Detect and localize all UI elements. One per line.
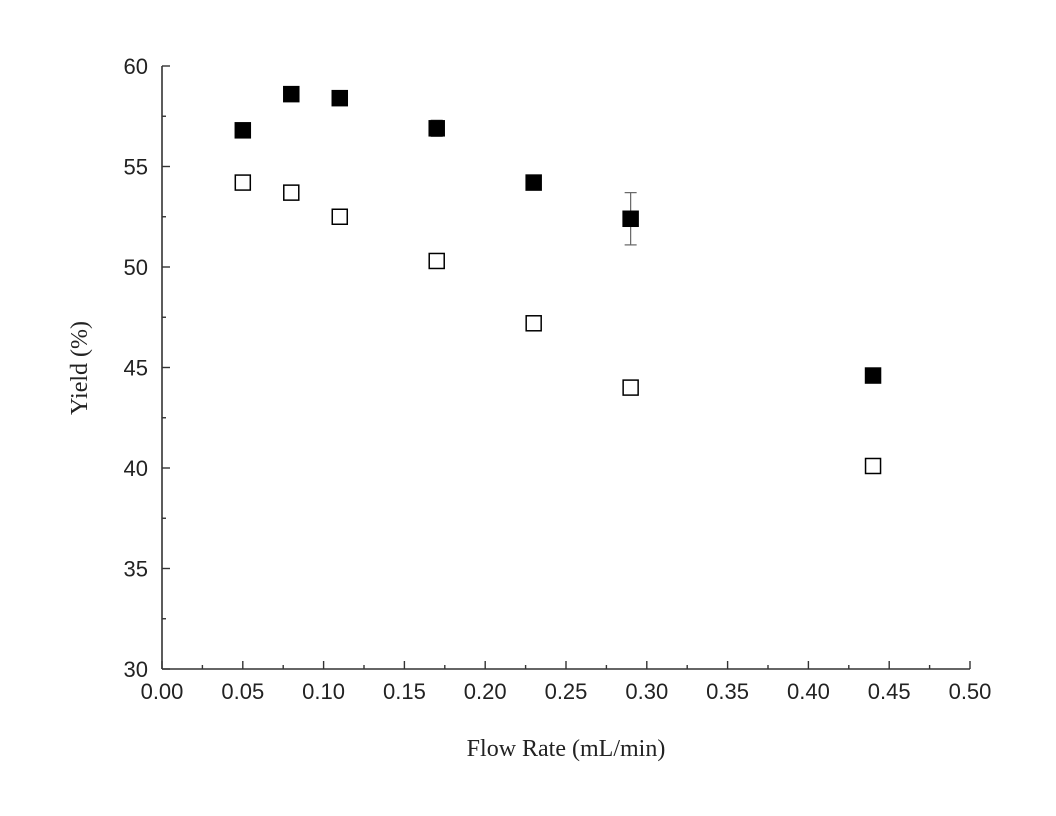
y-tick-label: 55 (124, 155, 148, 180)
filled-square-point (622, 210, 639, 228)
x-tick-label: 0.10 (302, 679, 345, 704)
x-ticks: 0.00 0.05 0.10 0.15 0.20 0.25 0.30 0.35 0.40 0.45… (141, 661, 992, 704)
error-bars (236, 89, 880, 381)
open-square-point (622, 379, 639, 396)
x-tick-label: 0.15 (383, 679, 426, 704)
x-tick-label: 0.50 (949, 679, 992, 704)
x-tick-label: 0.05 (221, 679, 264, 704)
x-tick-label: 0.35 (706, 679, 749, 704)
y-tick-label: 30 (124, 657, 148, 682)
open-square-point (331, 208, 349, 225)
y-tick-label: 60 (124, 54, 148, 79)
x-tick-label: 0.25 (545, 679, 588, 704)
filled-square-point (234, 122, 252, 139)
open-square-point (864, 457, 882, 475)
open-square-point (525, 315, 542, 332)
y-tick-label: 45 (124, 356, 148, 381)
y-tick-label: 40 (124, 456, 148, 481)
filled-square-point (864, 367, 882, 384)
y-tick-label: 50 (124, 255, 148, 280)
filled-square-point (331, 89, 349, 107)
x-tick-label: 0.40 (787, 679, 830, 704)
axes (161, 66, 970, 670)
x-tick-label: 0.45 (868, 679, 911, 704)
y-axis-title: Yield (%) (67, 321, 93, 415)
x-tick-label: 0.00 (141, 679, 184, 704)
filled-square-point (525, 174, 542, 191)
x-axis-title: Flow Rate (mL/min) (467, 736, 666, 762)
x-tick-label: 0.20 (464, 679, 507, 704)
x-tick-label: 0.30 (625, 679, 668, 704)
open-square-point (234, 174, 252, 191)
filled-square-point (283, 85, 300, 103)
data-points (234, 85, 882, 475)
y-tick-label: 35 (124, 557, 148, 582)
open-square-point (283, 184, 300, 201)
filled-square-point (428, 120, 445, 137)
open-square-point (428, 252, 445, 270)
y-ticks: 30 35 40 45 50 55 60 (124, 54, 170, 682)
